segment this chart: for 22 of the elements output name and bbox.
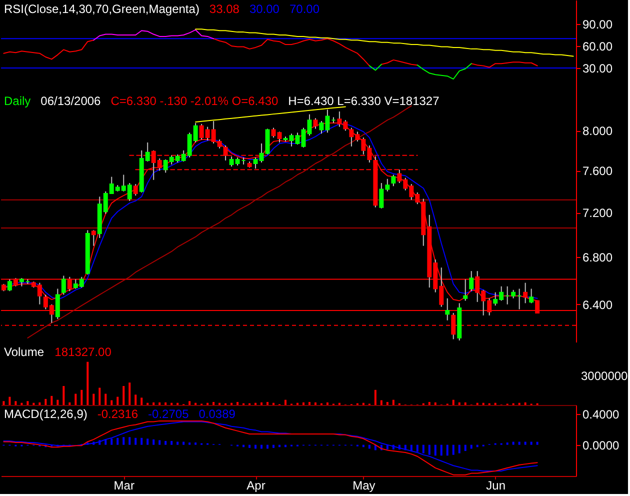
chart-title: MACD(12,26,9): [4, 407, 88, 421]
y-tick-label: 8.000: [582, 124, 613, 138]
text: 181327.00: [54, 345, 112, 359]
annotation: C=6.330 -.130 -2.01% O=6.430: [110, 94, 278, 108]
y-tick-label: 7.600: [582, 164, 613, 178]
annotation: -0.2316: [97, 407, 138, 421]
x-tick-label: May: [352, 478, 376, 492]
x-tick-label: Jun: [486, 478, 506, 492]
y-tick-label: 6.800: [582, 250, 613, 265]
annotation: H=6.430 L=6.330 V=181327: [288, 94, 440, 108]
x-tick-label: Mar: [114, 478, 134, 492]
text: 3000000: [581, 369, 628, 383]
y-tick-label: 6.400: [582, 298, 613, 312]
y-tick-label: 0.0000: [582, 438, 620, 452]
chart-title: Volume: [4, 345, 44, 359]
y-tick-label: 7.200: [582, 206, 613, 220]
y-tick-label: 0.4000: [582, 408, 620, 422]
annotation: -0.2705: [148, 407, 190, 421]
annotation: 06/13/2006: [40, 94, 102, 108]
chart-title: Daily: [4, 94, 31, 108]
annotation: 0.0389: [198, 407, 236, 421]
x-tick-label: Apr: [246, 478, 266, 492]
